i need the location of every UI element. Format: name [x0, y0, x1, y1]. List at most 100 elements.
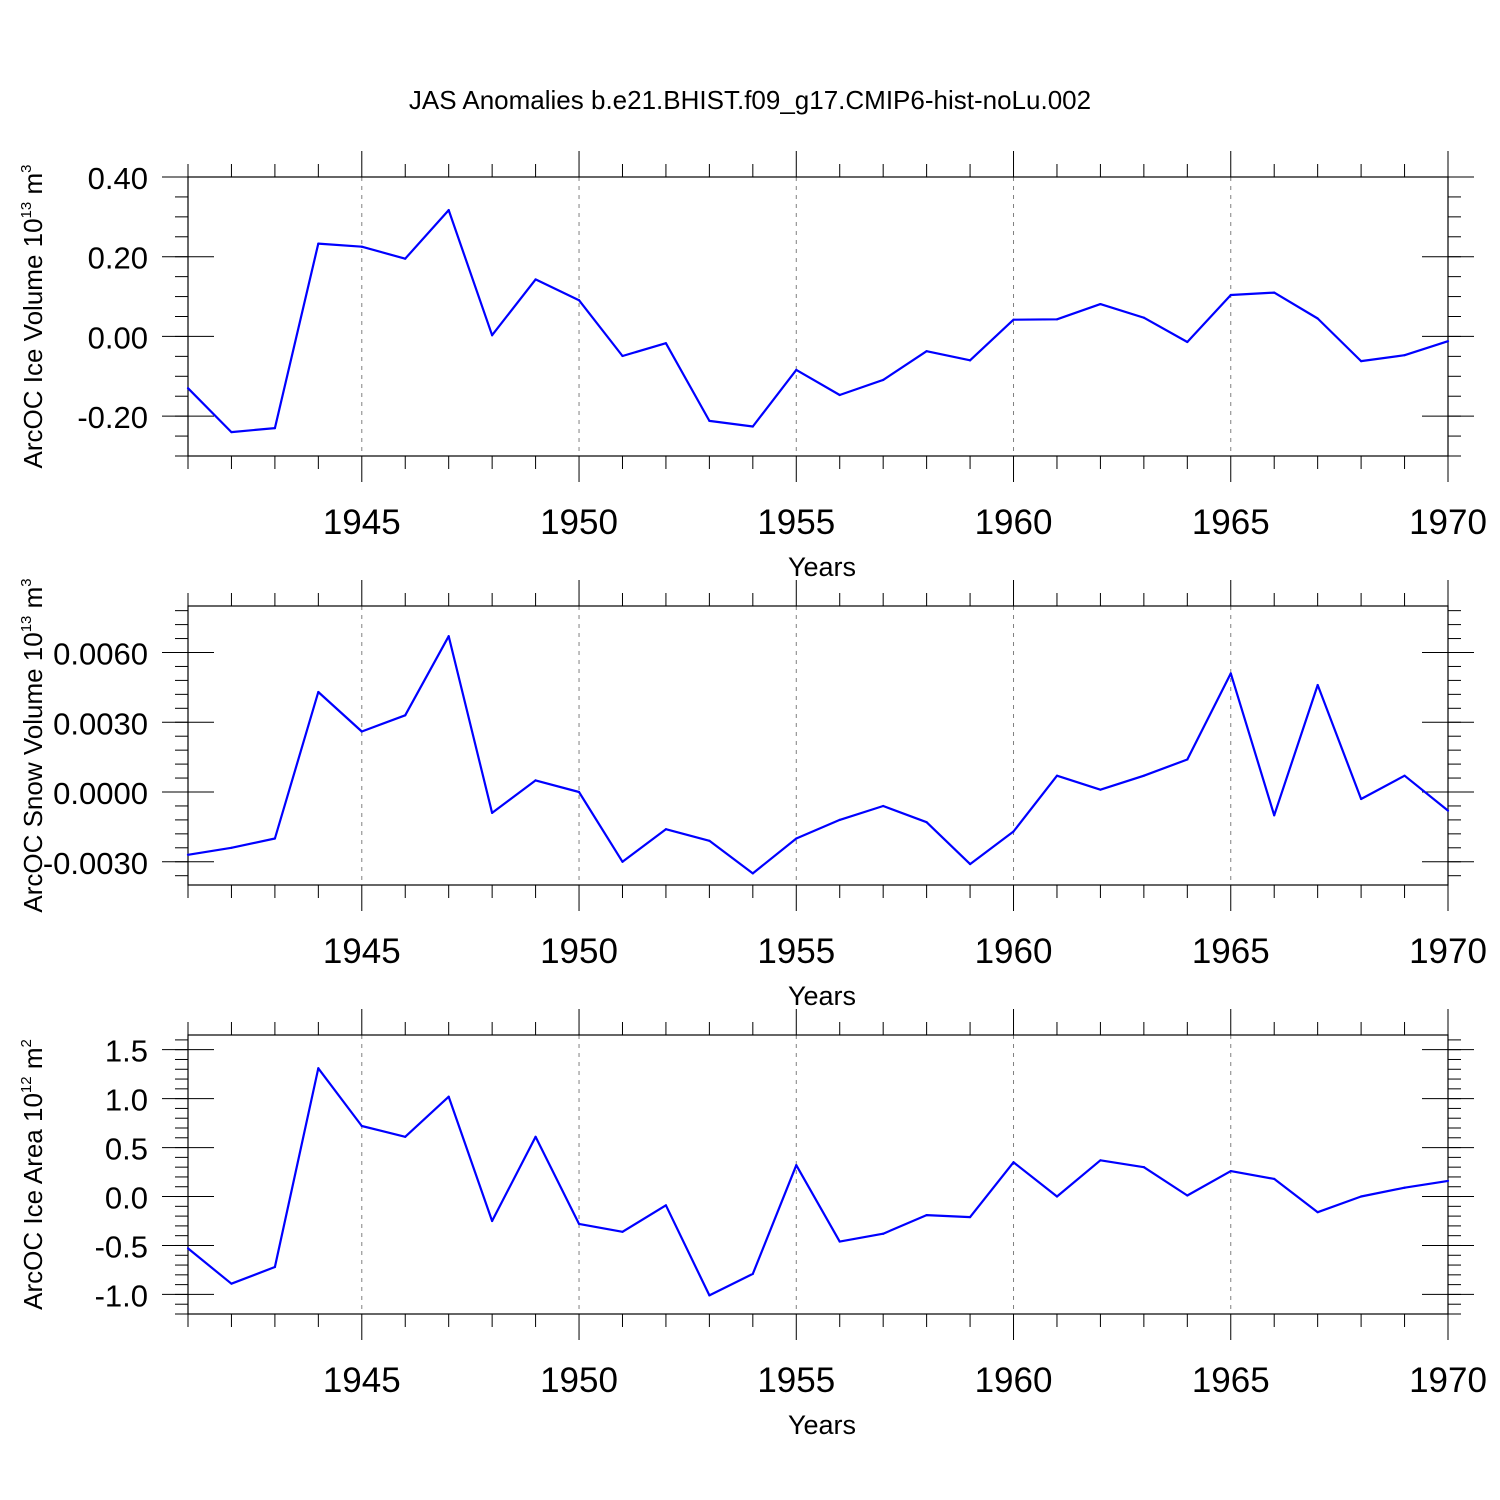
data-point [1273, 291, 1276, 294]
y-axis-label: ArcOC Ice Area 1012 m2 [18, 1039, 48, 1310]
data-point [795, 837, 798, 840]
data-point [230, 1282, 233, 1285]
x-tick-label: 1950 [540, 503, 618, 542]
data-point [360, 1124, 363, 1128]
data-point [751, 425, 754, 428]
data-point [925, 1214, 928, 1217]
x-tick-label: 1970 [1409, 503, 1487, 542]
data-point [360, 245, 363, 248]
y-tick-label: 0.5 [105, 1132, 148, 1167]
x-axis-label: Years [788, 552, 856, 582]
y-axis-label-unit-exponent: 2 [18, 1039, 35, 1047]
plot-frame [187, 1034, 1449, 1315]
data-point [1316, 683, 1319, 687]
y-axis-label: ArcOC Snow Volume 1013 m3 [18, 578, 48, 912]
plot-frame [187, 605, 1449, 886]
data-point [1229, 672, 1232, 675]
data-point [186, 1247, 190, 1250]
panel-2: 1945 1950 1955 1960 1965 1970 Years 0.0060 0.003… [18, 578, 1487, 1011]
x-tick-label: 1960 [975, 1361, 1053, 1400]
data-point [708, 419, 711, 423]
y-axis-label-exponent: 13 [18, 616, 35, 633]
data-point [968, 1215, 972, 1219]
data-point [491, 811, 494, 815]
data-point [1360, 797, 1363, 801]
y-axis-label-unit-exponent: 3 [18, 578, 35, 586]
data-point [1055, 1195, 1059, 1198]
data-point [273, 1265, 276, 1269]
data-point [230, 430, 233, 434]
data-point [1403, 774, 1406, 777]
x-tick-label: 1960 [975, 932, 1053, 971]
data-point [491, 1219, 494, 1223]
data-point [1360, 1195, 1363, 1198]
data-point [404, 714, 407, 717]
data-point [1055, 774, 1059, 777]
data-point [317, 690, 320, 694]
data-point [838, 393, 841, 397]
panel-3: 1945 1950 1955 1960 1965 1970 Years 1.5 1.0 0.5 0.… [18, 1009, 1487, 1440]
data-point [1403, 354, 1406, 357]
data-point [273, 427, 276, 430]
data-point [1446, 340, 1450, 343]
data-point [491, 334, 494, 337]
data-point [273, 837, 276, 840]
data-point [795, 368, 798, 372]
y-tick-label: 1.5 [105, 1034, 148, 1069]
data-point [1316, 1211, 1319, 1214]
data-point [577, 790, 581, 794]
y-axis-label-exponent: 12 [18, 1076, 35, 1093]
data-point [230, 846, 233, 849]
x-tick-label: 1950 [540, 1361, 618, 1400]
data-point [751, 1272, 754, 1275]
data-point [664, 1204, 668, 1207]
y-axis-label-unit-exponent: 3 [18, 165, 35, 173]
data-point [1099, 303, 1102, 306]
data-point [795, 1164, 798, 1167]
data-point [534, 1135, 537, 1138]
x-tick-label: 1955 [757, 503, 835, 542]
series-line [187, 209, 1449, 434]
x-tick-label: 1945 [323, 503, 401, 542]
y-tick-label: 0.20 [88, 241, 148, 276]
y-tick-label: 0.0 [105, 1181, 148, 1216]
data-point [1186, 340, 1189, 344]
chart-title: JAS Anomalies b.e21.BHIST.f09_g17.CMIP6-… [409, 85, 1091, 115]
data-point [534, 278, 537, 281]
y-axis-label-unit: m [18, 173, 48, 202]
data-point [1186, 758, 1189, 761]
data-point [1360, 360, 1363, 363]
y-tick-label: 1.0 [105, 1083, 148, 1118]
data-point [534, 779, 537, 782]
y-axis-label-text: ArcOC Snow Volume 10 [18, 632, 48, 912]
x-tick-label: 1945 [323, 1361, 401, 1400]
data-point [186, 853, 190, 856]
x-tick-label: 1965 [1192, 503, 1270, 542]
series-line [187, 635, 1449, 875]
data-point [1403, 1186, 1406, 1189]
x-tick-label: 1950 [540, 932, 618, 971]
data-point [838, 1240, 841, 1243]
data-point [751, 872, 754, 875]
y-axis-label-text: ArcOC Ice Volume 10 [18, 218, 48, 468]
y-tick-label: 0.0000 [53, 776, 148, 811]
x-tick-label: 1965 [1192, 932, 1270, 971]
data-point [621, 1230, 624, 1233]
y-tick-label: -0.20 [77, 400, 148, 435]
data-point [1099, 1159, 1102, 1162]
data-point [1012, 830, 1015, 833]
data-point [925, 350, 928, 353]
data-point [968, 359, 972, 362]
y-axis-label: ArcOC Ice Volume 1013 m3 [18, 165, 48, 469]
x-tick-label: 1965 [1192, 1361, 1270, 1400]
data-point [577, 1222, 581, 1226]
y-tick-label: 0.00 [88, 320, 148, 355]
data-point [577, 299, 581, 302]
data-point [621, 354, 624, 358]
panel-1: 1945 1950 1955 1960 1965 1970 Years 0.40 0.20 0.0… [18, 151, 1487, 582]
data-point [1142, 316, 1145, 319]
y-axis-label-text: ArcOC Ice Area 10 [18, 1093, 48, 1310]
y-tick-label: 0.0030 [53, 706, 148, 741]
data-point [838, 818, 841, 822]
